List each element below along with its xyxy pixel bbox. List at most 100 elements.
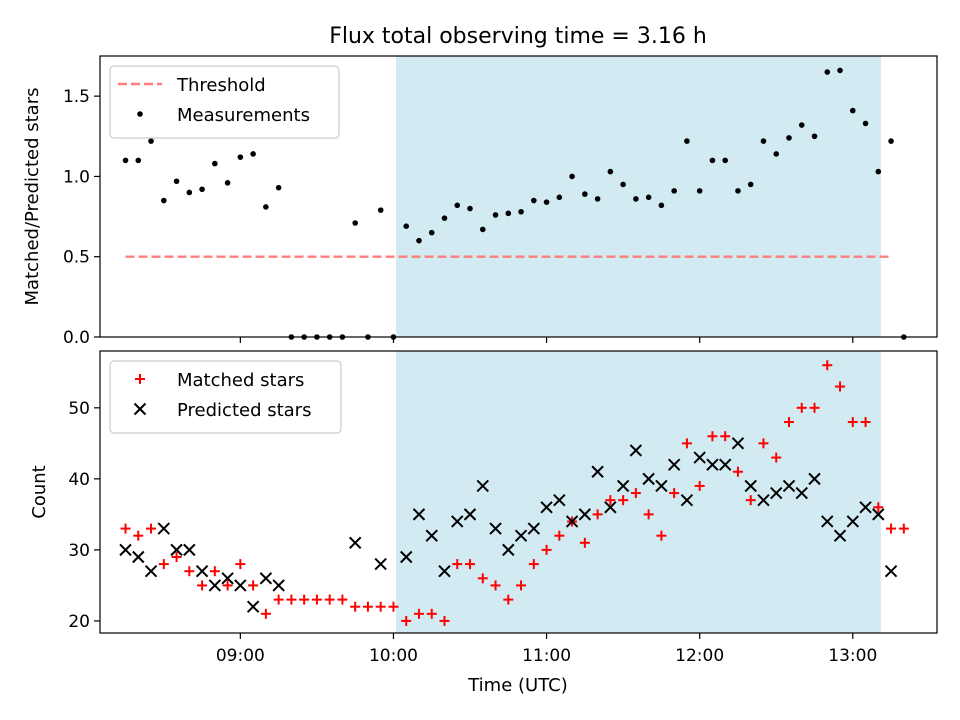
measurements-point [441, 215, 448, 221]
measurements-point [531, 197, 537, 204]
predicted-stars-point [221, 572, 234, 585]
top-panel-shaded-span [396, 56, 881, 337]
y-tick-label: 30 [68, 541, 90, 561]
matched-stars-point [707, 431, 718, 442]
top-panel-ylabel: Matched/Predicted stars [22, 88, 43, 306]
matched-stars-point [643, 509, 654, 520]
predicted-stars-point [718, 458, 732, 471]
matched-stars-point [503, 594, 514, 605]
predicted-stars-point [629, 444, 643, 457]
matched-stars-point [388, 601, 399, 612]
predicted-stars-point [234, 579, 247, 592]
matched-stars-point [171, 551, 182, 562]
measurements-point [747, 181, 754, 188]
matched-stars-point [158, 559, 169, 570]
matched-stars-point [197, 580, 208, 591]
predicted-stars-point [476, 479, 489, 493]
measurements-point [849, 107, 856, 114]
top-panel-legend-box [109, 65, 340, 139]
measurements-point [186, 189, 193, 196]
measurements-point [735, 188, 741, 194]
predicted-stars-point [604, 501, 617, 514]
y-tick-label: 20 [68, 612, 90, 632]
predicted-stars-point [208, 579, 222, 592]
matched-stars-point [796, 402, 807, 413]
y-tick-label: 1.5 [63, 87, 90, 107]
matched-stars-point [477, 573, 488, 584]
predicted-stars-point [183, 543, 196, 557]
matched-stars-point [248, 580, 259, 591]
predicted-stars-point [463, 508, 477, 521]
predicted-stars-point [451, 515, 464, 528]
measurements-point [582, 191, 588, 197]
matched-stars-point [554, 530, 565, 541]
measurements-point [722, 157, 728, 164]
predicted-stars-point [144, 564, 158, 578]
matched-stars-point [209, 566, 220, 577]
predicted-stars-point [374, 557, 387, 571]
predicted-stars-point [412, 508, 426, 521]
measurements-point [250, 151, 256, 157]
legend-matched-stars-swatch [135, 374, 145, 384]
measurements-point [377, 207, 384, 213]
measurements-point [505, 210, 512, 217]
matched-stars-point [898, 523, 909, 534]
matched-stars-point [311, 594, 322, 605]
measurements-point [135, 157, 142, 164]
top-panel: 0.0 0.5 1.0 1.5 Matched/Predicted stars Thr… [22, 55, 938, 348]
matched-stars-point [656, 530, 667, 541]
matched-stars-point [401, 615, 412, 626]
predicted-stars-point [795, 486, 808, 500]
y-tick-label: 0.5 [63, 248, 90, 268]
matched-stars-point [235, 559, 246, 570]
predicted-stars-point [157, 522, 171, 535]
predicted-stars-point [782, 479, 796, 493]
predicted-stars-point [400, 550, 413, 564]
legend-predicted-stars-label: Predicted stars [177, 400, 311, 421]
legend-threshold-label: Threshold [176, 75, 266, 96]
bottom-panel-shaded-span [396, 351, 881, 633]
matched-stars-point [847, 417, 858, 428]
predicted-stars-point [667, 458, 681, 471]
measurements-point [709, 157, 716, 164]
measurements-point [518, 208, 524, 215]
x-axis-label: Time (UTC) [467, 675, 568, 696]
measurements-point [671, 188, 677, 194]
measurements-point [684, 138, 690, 144]
measurements-point [824, 69, 831, 75]
y-tick-label: 50 [68, 399, 90, 419]
matched-stars-point [146, 523, 157, 534]
predicted-stars-point [132, 550, 145, 564]
matched-stars-point [758, 438, 769, 449]
measurements-point [352, 220, 358, 226]
predicted-stars-point [821, 515, 834, 528]
measurements-point [556, 194, 563, 201]
matched-stars-point [822, 360, 833, 371]
predicted-stars-point [170, 543, 183, 557]
predicted-stars-point [706, 458, 719, 471]
measurements-point [543, 199, 550, 205]
measurements-point [837, 67, 843, 74]
predicted-stars-point [846, 515, 859, 528]
matched-stars-point [771, 452, 782, 463]
bottom-panel-legend-box [109, 360, 342, 434]
y-tick-label: 0.0 [63, 328, 90, 348]
measurements-point [811, 133, 818, 140]
measurements-point [888, 138, 894, 144]
predicted-stars-point [744, 479, 757, 493]
matched-stars-point [681, 438, 692, 449]
matched-stars-point [133, 530, 144, 541]
measurements-point [263, 204, 269, 210]
matched-stars-point [452, 559, 463, 570]
matched-stars-point [873, 502, 884, 513]
measurements-point [416, 237, 422, 244]
predicted-stars-point [693, 451, 706, 464]
legend-matched-stars-label: Matched stars [177, 370, 304, 391]
measurements-point [594, 196, 601, 202]
y-tick-label: 1.0 [63, 167, 90, 187]
predicted-stars-point [540, 501, 553, 514]
predicted-stars-point [833, 529, 847, 542]
measurements-point [786, 135, 792, 141]
predicted-stars-point [616, 479, 630, 493]
